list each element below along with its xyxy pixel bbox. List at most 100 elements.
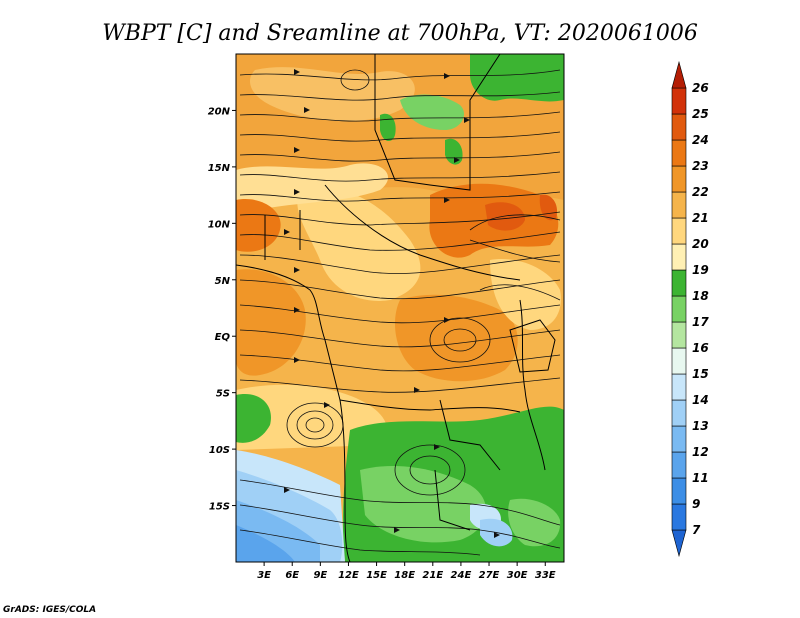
x-tick-label: 33E: [535, 570, 556, 581]
streamline-arrowhead: [294, 189, 300, 195]
streamline: [239, 231, 561, 251]
colorbar: [671, 60, 687, 558]
streamline-vortex: [340, 69, 370, 91]
field-green-16-south: [360, 465, 487, 543]
coastline: [236, 264, 351, 562]
field-green-17-strip: [380, 113, 396, 142]
y-tick-label: 10S: [209, 445, 230, 456]
field-green-17-northeast: [470, 54, 564, 102]
y-tick-label: 5S: [216, 389, 230, 400]
x-tick-label: 3E: [257, 570, 271, 581]
colorbar-label: 17: [692, 315, 709, 329]
colorbar-label: 9: [692, 497, 700, 511]
border: [374, 54, 501, 191]
streamline-vortex: [409, 455, 451, 485]
border: [434, 469, 471, 531]
field-band-12-southwest: [236, 525, 295, 562]
x-tick-label: 27E: [479, 570, 500, 581]
colorbar-label: 21: [692, 211, 709, 225]
colorbar-label: 19: [692, 263, 709, 277]
border: [324, 184, 521, 281]
colorbar-label: 23: [692, 159, 709, 173]
streamline: [239, 304, 561, 324]
x-tick-label: 18E: [394, 570, 415, 581]
border: [509, 319, 556, 373]
x-tick-label: 9E: [313, 570, 327, 581]
x-tick-label: 24E: [451, 570, 472, 581]
streamline-arrowhead: [454, 157, 460, 163]
streamline-arrowhead: [304, 107, 310, 113]
x-tick-label: 21E: [422, 570, 443, 581]
field-green-17-southwest: [236, 394, 271, 443]
map-panel: [236, 54, 564, 562]
streamline: [239, 211, 561, 226]
streamline-arrowhead: [494, 532, 500, 538]
colorbar-label: 14: [692, 393, 709, 407]
streamlines: [239, 69, 561, 556]
y-tick-label: 15N: [208, 163, 231, 174]
colorbar-swatch: [671, 399, 687, 427]
y-tick-label: 15S: [209, 502, 230, 513]
streamline: [239, 377, 561, 393]
colorbar-swatch: [671, 373, 687, 401]
streamline: [239, 479, 561, 526]
streamline-arrowhead: [294, 357, 300, 363]
streamline-vortex: [296, 410, 334, 440]
colorbar-swatch: [671, 60, 687, 89]
streamline-arrowhead: [464, 117, 470, 123]
map-frame: [235, 53, 565, 563]
colorbar-label: 13: [692, 419, 709, 433]
colorbar-swatch: [671, 243, 687, 271]
colorbar-swatch: [671, 113, 687, 141]
streamline: [239, 504, 561, 549]
streamline: [239, 131, 561, 142]
x-tick-label: 30E: [507, 570, 528, 581]
streamline: [239, 329, 561, 348]
streamline-arrowhead: [444, 73, 450, 79]
colorbar-swatch: [671, 451, 687, 479]
streamline-arrowhead: [394, 527, 400, 533]
field-hot-22-west: [236, 199, 281, 252]
streamline-arrowhead: [324, 402, 330, 408]
colorbar-swatch: [671, 295, 687, 323]
colorbar-labels: 7 9 11 12 13 14 15 16 17 18 19 20 21 22 23 24 25 26: [692, 81, 709, 537]
colorbar-swatch: [671, 191, 687, 219]
colorbar-swatch: [671, 529, 687, 558]
streamline: [239, 254, 561, 274]
colorbar-label: 22: [692, 185, 709, 199]
streamline-arrowhead: [444, 197, 450, 203]
streamline-arrowhead: [434, 444, 440, 450]
streamline-arrowhead: [444, 317, 450, 323]
streamline-arrowhead: [414, 387, 420, 393]
y-tick-label: EQ: [215, 332, 231, 343]
y-tick-label: 5N: [215, 276, 231, 287]
streamline: [239, 91, 561, 101]
field-band-21-central: [395, 294, 518, 382]
streamline-arrowhead: [284, 487, 290, 493]
border: [519, 299, 546, 471]
border: [439, 399, 501, 471]
streamline: [239, 279, 561, 300]
streamline: [239, 171, 561, 182]
colorbar-swatch: [671, 321, 687, 349]
colorbar-swatch: [671, 217, 687, 245]
longitude-axis: 3E 6E 9E 12E 15E 18E 21E 24E 27E 30E 33E: [257, 562, 556, 581]
map-title: WBPT [C] and Sreamline at 700hPa, VT: 20…: [102, 21, 698, 46]
colorbar-label: 12: [692, 445, 709, 459]
y-tick-label: 20N: [208, 106, 231, 117]
x-tick-label: 6E: [285, 570, 299, 581]
streamline: [469, 239, 561, 263]
streamline: [239, 69, 561, 81]
streamline-vortex: [429, 317, 491, 363]
streamline: [479, 284, 561, 301]
streamline-vortex: [394, 444, 466, 496]
grads-credit: GrADS: IGES/COLA: [3, 605, 96, 615]
colorbar-label: 16: [692, 341, 709, 355]
border: [339, 399, 521, 413]
streamline-arrowhead: [294, 267, 300, 273]
y-tick-label: 10N: [208, 219, 231, 230]
streamline: [469, 214, 561, 231]
field-band-19-center: [297, 187, 421, 301]
streamline: [239, 111, 561, 122]
x-tick-label: 15E: [366, 570, 387, 581]
